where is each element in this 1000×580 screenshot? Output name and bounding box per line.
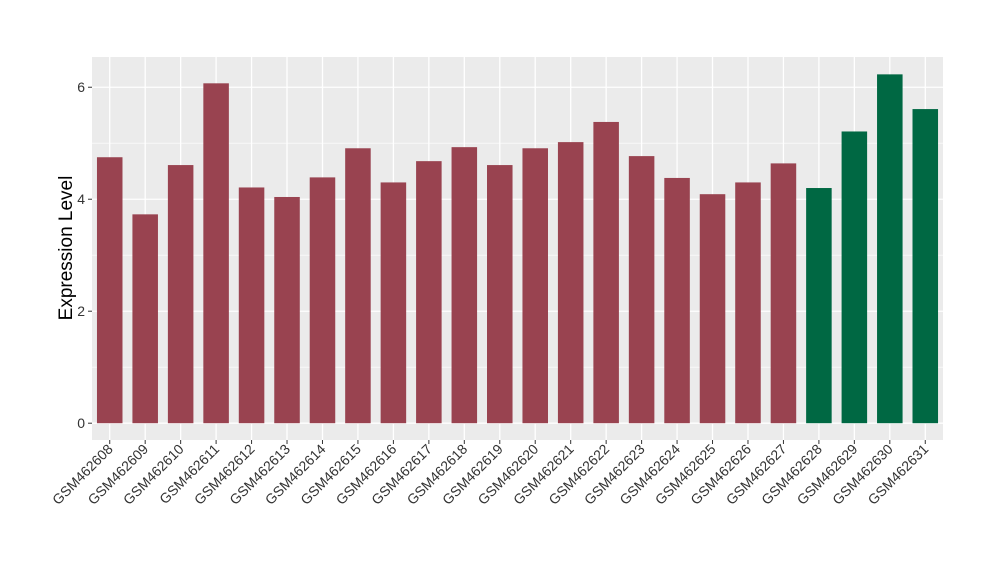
bar [167, 165, 194, 424]
bar [735, 182, 761, 424]
bar [132, 214, 158, 424]
y-tick-label: 4 [77, 191, 85, 207]
bar [806, 188, 832, 424]
bar [274, 196, 300, 424]
bar [309, 177, 336, 424]
bar [487, 165, 513, 424]
bar [203, 83, 229, 424]
bar [451, 147, 478, 424]
bar [664, 177, 690, 424]
y-tick-label: 0 [77, 415, 85, 431]
plot-panel [92, 57, 943, 440]
y-axis-title: Expression Level [56, 176, 77, 321]
bar [238, 187, 265, 424]
bar [912, 109, 939, 424]
bar [593, 121, 619, 424]
bar [877, 74, 903, 424]
y-tick-label: 2 [77, 303, 85, 319]
y-tick-label: 6 [77, 79, 85, 95]
bar [522, 148, 548, 424]
bar [841, 131, 868, 424]
bar [699, 194, 726, 424]
bar [96, 157, 123, 424]
bar [628, 156, 655, 424]
bar [416, 161, 442, 424]
bar [770, 163, 797, 424]
bar [557, 142, 584, 424]
bar [380, 182, 407, 424]
bar [345, 148, 371, 424]
